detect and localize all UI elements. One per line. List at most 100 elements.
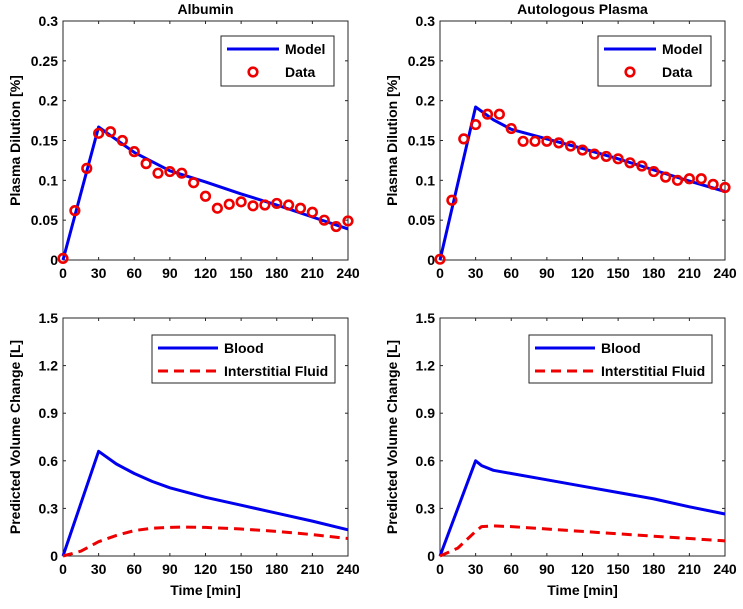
x-tick-label: 60: [126, 561, 142, 577]
series-line-blood: [438, 459, 726, 557]
chart-title: Albumin: [178, 1, 234, 17]
data-point: [164, 165, 176, 178]
legend: Model Data: [220, 35, 335, 87]
legend: Blood Interstitial Fluid: [151, 334, 336, 384]
x-tick-label: 120: [571, 561, 595, 577]
legend-box: [151, 334, 336, 384]
x-tick-label: 0: [436, 561, 444, 577]
data-point: [116, 134, 128, 147]
x-tick-label: 150: [606, 561, 630, 577]
data-point: [235, 196, 247, 208]
y-tick-label: 0: [50, 252, 58, 268]
data-point: [600, 150, 612, 163]
chart-panel-2: 0 30 60 90 120 150 180 210 240 0 0.05 0.1 0.15 0.2 0.2…: [384, 1, 737, 281]
data-point: [330, 220, 342, 233]
y-tick-label: 1.5: [39, 310, 59, 326]
data-point: [176, 167, 188, 179]
legend-label: Data: [285, 64, 316, 80]
x-tick-label: 60: [503, 561, 519, 577]
x-tick-label: 240: [336, 561, 360, 577]
y-axis-label: Predicted Volume Change [L]: [7, 340, 23, 534]
data-point: [505, 122, 517, 135]
data-point: [529, 135, 541, 147]
series-line-interstitial-fluid: [62, 525, 349, 558]
data-point: [93, 127, 105, 139]
data-point: [648, 165, 660, 178]
x-tick-label: 60: [126, 265, 142, 281]
data-point: [152, 167, 164, 179]
x-tick-label: 150: [606, 265, 630, 281]
data-point: [259, 199, 271, 211]
y-tick-label: 0.3: [416, 500, 436, 516]
x-tick-label: 210: [301, 561, 325, 577]
data-point: [306, 206, 318, 218]
y-tick-label: 0.6: [39, 453, 59, 469]
y-tick-label: 0.1: [39, 172, 59, 188]
data-point: [199, 190, 212, 202]
data-point: [69, 205, 81, 217]
legend-label: Blood: [224, 340, 264, 356]
data-point: [612, 153, 624, 165]
data-point: [493, 108, 505, 120]
data-point: [517, 135, 529, 147]
legend: Model Data: [597, 35, 712, 87]
y-tick-label: 0.3: [39, 13, 59, 29]
x-tick-label: 30: [468, 265, 484, 281]
x-tick-label: 180: [265, 561, 289, 577]
x-tick-label: 240: [713, 561, 737, 577]
data-point: [565, 140, 577, 152]
legend-label: Interstitial Fluid: [601, 363, 705, 379]
x-tick-label: 210: [301, 265, 325, 281]
data-point: [671, 174, 684, 186]
x-tick-label: 180: [265, 265, 289, 281]
data-point: [636, 160, 648, 172]
data-point: [458, 133, 470, 145]
legend-box: [597, 35, 712, 87]
x-tick-label: 60: [503, 265, 519, 281]
data-point: [683, 173, 695, 185]
y-tick-label: 0.1: [416, 172, 436, 188]
y-tick-label: 0.3: [416, 13, 436, 29]
x-tick-label: 240: [713, 265, 737, 281]
x-tick-label: 120: [571, 265, 595, 281]
x-tick-label: 150: [229, 265, 253, 281]
data-point: [481, 108, 494, 120]
legend-box: [220, 35, 335, 87]
x-tick-label: 0: [436, 265, 444, 281]
x-tick-label: 240: [336, 265, 360, 281]
data-point: [434, 253, 446, 265]
data-point: [211, 202, 223, 214]
y-tick-label: 1.2: [39, 358, 59, 374]
x-tick-label: 0: [59, 561, 67, 577]
y-tick-label: 0: [427, 548, 435, 564]
x-tick-label: 90: [539, 265, 555, 281]
data-point: [541, 135, 553, 147]
y-tick-label: 0.05: [408, 212, 435, 228]
data-point: [318, 214, 330, 226]
y-tick-label: 0.25: [408, 53, 435, 69]
y-tick-label: 0.3: [39, 500, 59, 516]
data-point: [81, 162, 93, 174]
x-tick-label: 90: [162, 265, 178, 281]
data-point: [104, 126, 117, 138]
legend-label: Data: [662, 64, 693, 80]
x-tick-label: 30: [468, 561, 484, 577]
chart-title: Autologous Plasma: [517, 1, 648, 17]
legend-label: Interstitial Fluid: [224, 363, 328, 379]
y-tick-label: 1.2: [416, 358, 436, 374]
data-point: [446, 194, 458, 206]
data-point: [576, 144, 589, 156]
y-tick-label: 0.6: [416, 453, 436, 469]
data-point: [470, 118, 482, 131]
data-point: [660, 171, 672, 183]
y-tick-label: 0.9: [39, 405, 59, 421]
legend-label: Model: [662, 41, 702, 57]
x-tick-label: 210: [678, 561, 702, 577]
data-point: [140, 158, 152, 170]
y-tick-label: 0: [427, 252, 435, 268]
y-tick-label: 0.15: [408, 133, 435, 149]
data-point: [283, 199, 295, 211]
y-axis-label: Predicted Volume Change [L]: [384, 340, 400, 534]
data-point: [128, 146, 140, 158]
